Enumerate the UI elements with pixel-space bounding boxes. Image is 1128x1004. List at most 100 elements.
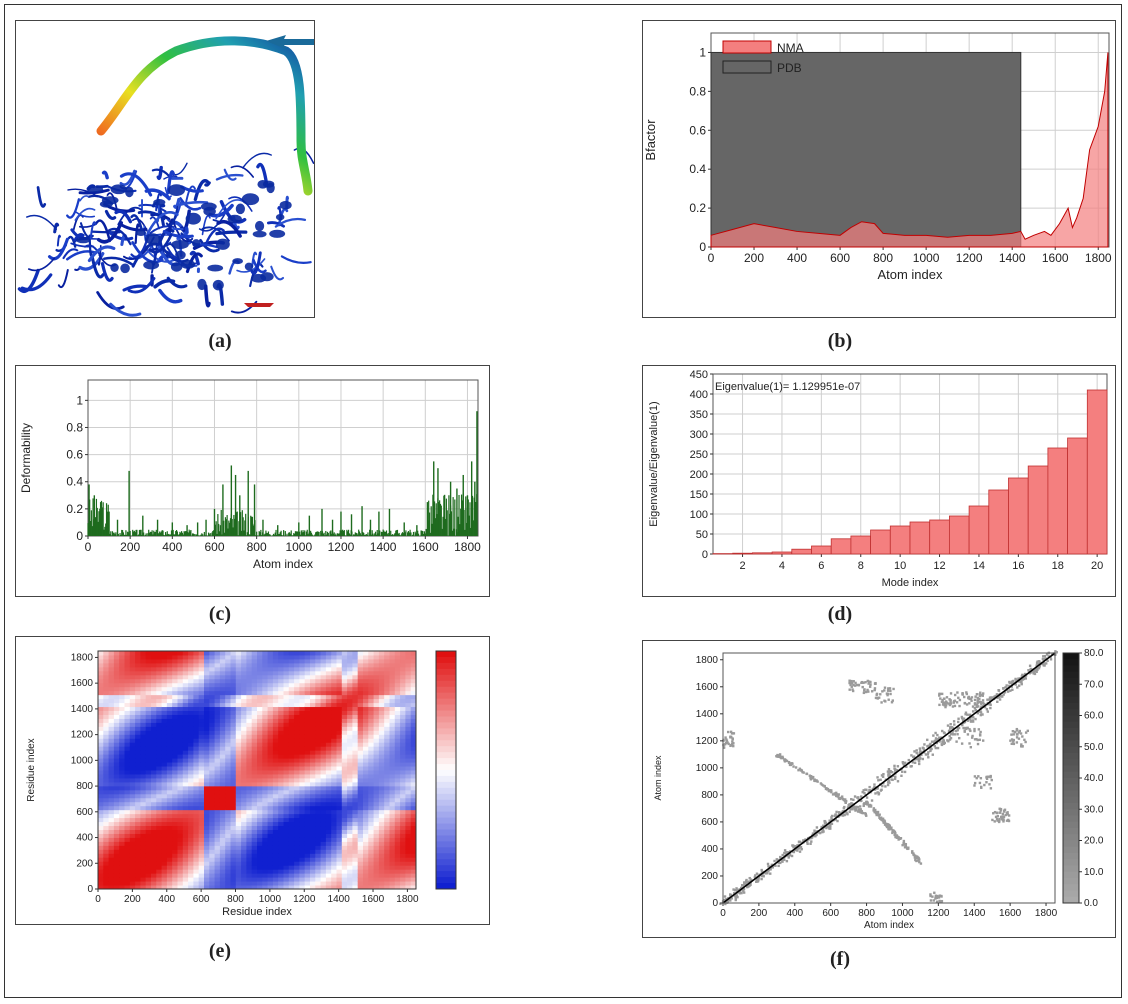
heatmap-cell: [310, 865, 316, 870]
heatmap-cell: [278, 853, 284, 858]
heatmap-cell: [347, 829, 353, 834]
heatmap-cell: [103, 885, 110, 890]
heatmap-cell: [257, 718, 263, 723]
heatmap-cell: [262, 686, 269, 692]
heatmap-cell: [113, 841, 120, 846]
heatmap-cell: [241, 789, 247, 795]
y-tick-label: 350: [690, 409, 708, 421]
heatmap-cell: [188, 813, 194, 819]
heatmap-cell: [188, 706, 194, 711]
heatmap-cell: [357, 817, 364, 823]
heatmap-cell: [235, 817, 242, 823]
heatmap-cell: [373, 805, 380, 811]
heatmap-cell: [129, 651, 136, 656]
panel-e-covariance: 0 200 400 600 800 1000 1200 1400 1600 1800 0 200 400…: [15, 636, 490, 925]
heatmap-cell: [294, 861, 300, 866]
heatmap-cell: [119, 662, 125, 668]
heatmap-cell: [267, 710, 274, 715]
heatmap-cell: [294, 686, 300, 692]
heatmap-cell: [336, 805, 343, 811]
heatmap-cell: [394, 881, 401, 886]
heatmap-cell: [394, 869, 401, 874]
heatmap-cell: [373, 789, 380, 795]
heatmap-cell: [204, 873, 210, 878]
heatmap-cell: [331, 789, 337, 795]
heatmap-cell: [166, 829, 173, 834]
heatmap-cell: [357, 881, 364, 886]
heatmap-cell: [172, 829, 178, 834]
heatmap-cell: [172, 781, 178, 787]
heatmap-cell: [214, 841, 221, 846]
heatmap-cell: [135, 813, 141, 819]
heatmap-cell: [177, 805, 184, 811]
heatmap-cell: [214, 793, 221, 799]
heatmap-cell: [124, 877, 131, 882]
heatmap-cell: [368, 666, 375, 672]
heatmap-cell: [129, 718, 136, 723]
heatmap-cell: [405, 726, 412, 731]
heatmap-cell: [325, 730, 332, 735]
heatmap-cell: [188, 833, 194, 838]
protein-helix-coil: [212, 279, 224, 291]
heatmap-cell: [119, 773, 125, 779]
heatmap-cell: [108, 845, 115, 850]
heatmap-cell: [299, 821, 306, 827]
heatmap-cell: [347, 801, 353, 807]
heatmap-cell: [225, 853, 231, 858]
heatmap-cell: [177, 682, 184, 688]
heatmap-cell: [156, 773, 163, 779]
heatmap-cell: [363, 762, 369, 767]
heatmap-cell: [214, 694, 221, 700]
heatmap-cell: [214, 785, 221, 791]
heatmap-cell: [129, 762, 136, 767]
heatmap-cell: [124, 658, 131, 664]
heatmap-cell: [352, 877, 359, 882]
heatmap-cell: [278, 754, 284, 759]
network-contact: [957, 720, 960, 724]
heatmap-cell: [124, 817, 131, 823]
heatmap-cell: [363, 690, 369, 696]
heatmap-cell: [347, 654, 353, 660]
heatmap-cell: [341, 651, 348, 656]
heatmap-cell: [135, 702, 141, 708]
heatmap-cell: [288, 758, 295, 763]
heatmap-cell: [278, 750, 284, 755]
heatmap-cell: [251, 793, 258, 799]
eigenvalue-bar: [850, 535, 871, 555]
heatmap-cell: [294, 801, 300, 807]
protein-helix-coil: [170, 262, 183, 272]
heatmap-cell: [304, 861, 311, 866]
heatmap-cell: [151, 865, 157, 870]
heatmap-cell: [278, 678, 284, 684]
heatmap-cell: [320, 777, 327, 783]
network-contact: [797, 840, 801, 843]
heatmap-cell: [378, 773, 385, 779]
heatmap-cell: [119, 857, 125, 862]
network-contact: [880, 774, 884, 777]
heatmap-cell: [98, 702, 104, 708]
heatmap-cell: [246, 837, 253, 842]
heatmap-cell: [272, 773, 279, 779]
heatmap-cell: [214, 857, 221, 862]
heatmap-cell: [267, 651, 274, 656]
heatmap-cell: [219, 726, 226, 731]
protein-loop: [193, 179, 210, 202]
heatmap-cell: [241, 742, 247, 747]
heatmap-cell: [177, 702, 184, 708]
heatmap-cell: [331, 738, 337, 743]
heatmap-cell: [325, 773, 332, 779]
heatmap-cell: [283, 738, 290, 743]
heatmap-cell: [246, 750, 253, 755]
heatmap-cell: [161, 781, 168, 787]
heatmap-cell: [394, 706, 401, 711]
heatmap-cell: [405, 718, 412, 723]
heatmap-cell: [272, 873, 279, 878]
heatmap-cell: [145, 865, 152, 870]
heatmap-cell: [315, 837, 322, 842]
heatmap-cell: [135, 861, 141, 866]
heatmap-cell: [209, 869, 216, 874]
heatmap-cell: [394, 746, 401, 751]
y-tick-label: 200: [690, 469, 708, 481]
network-contact: [777, 864, 780, 868]
heatmap-cell: [288, 861, 295, 866]
